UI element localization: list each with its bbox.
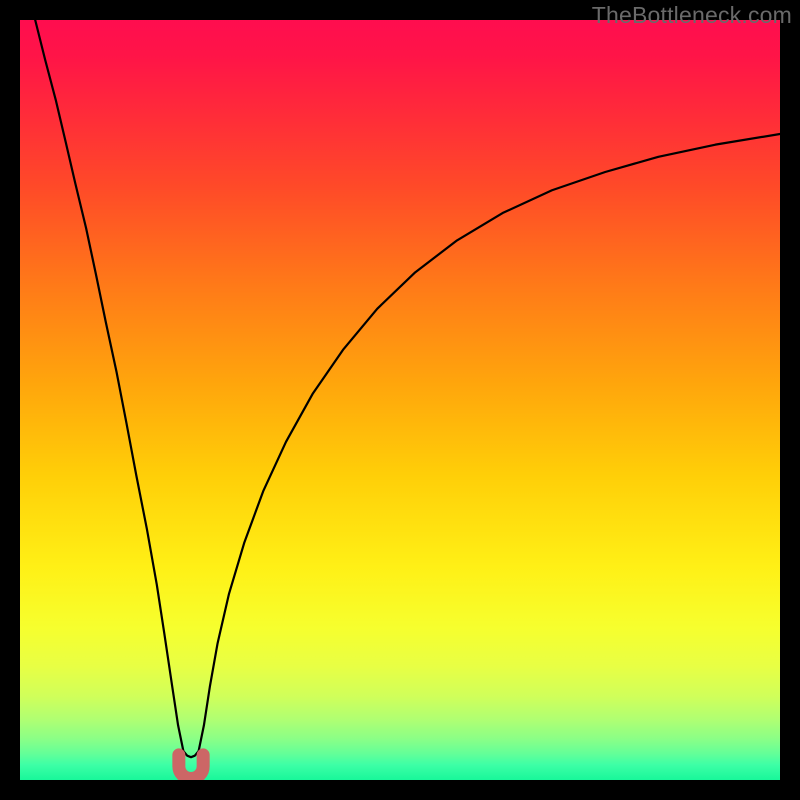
chart-frame: TheBottleneck.com bbox=[0, 0, 800, 800]
gradient-background bbox=[20, 20, 780, 780]
plot-area bbox=[20, 20, 780, 780]
bottleneck-chart-svg bbox=[20, 20, 780, 780]
